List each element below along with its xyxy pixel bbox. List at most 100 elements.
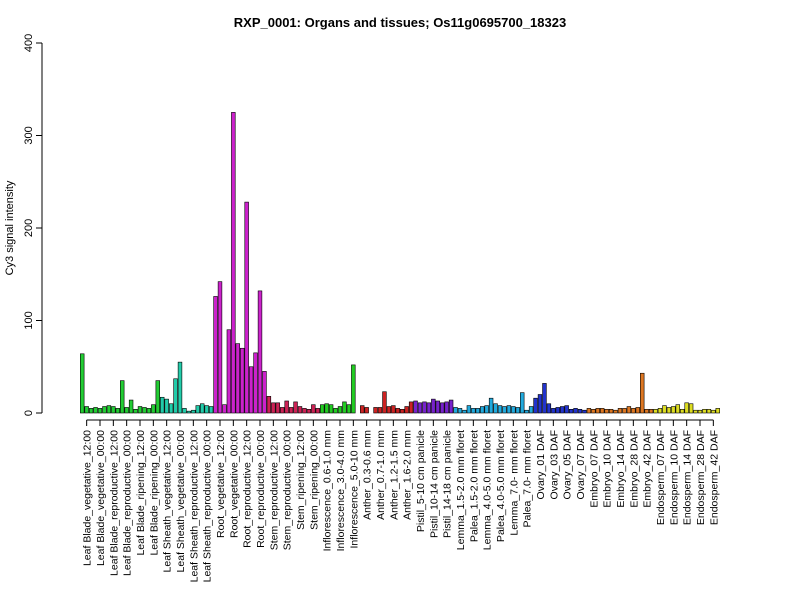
bar xyxy=(444,401,449,414)
bar xyxy=(284,400,289,414)
bar xyxy=(213,296,218,414)
bar xyxy=(177,361,183,414)
bar xyxy=(391,405,396,414)
bar xyxy=(106,405,112,414)
bar xyxy=(537,394,543,414)
bar xyxy=(502,406,507,414)
y-tick-label: 100 xyxy=(23,311,35,329)
bar xyxy=(448,399,454,414)
bar xyxy=(173,378,178,414)
x-tick-label: Anther_1.2-1.5 mm xyxy=(388,430,400,520)
bar xyxy=(315,408,320,414)
bar xyxy=(115,408,120,414)
x-tick-label: Leaf Blade_ripening_00:00 xyxy=(148,430,160,556)
bar xyxy=(377,407,383,414)
y-tick-label: 400 xyxy=(23,34,35,52)
x-tick-label: Anther_1.6-2.0 mm xyxy=(402,430,414,520)
bar xyxy=(80,353,85,414)
bar xyxy=(342,401,347,414)
x-tick-label: Embryo_07 DAF xyxy=(588,430,600,508)
x-tick-label: Ovary_07 DAF xyxy=(575,430,587,499)
bar xyxy=(600,408,605,414)
bar xyxy=(666,407,672,414)
x-tick-label: Root_vegetative_12:00 xyxy=(215,430,227,538)
bar xyxy=(395,408,400,414)
x-tick-label: Root_reproductive_12:00 xyxy=(242,430,254,548)
bar xyxy=(84,406,89,414)
bar xyxy=(617,408,623,414)
bar xyxy=(702,408,707,414)
bar xyxy=(337,406,343,414)
x-tick-label: Embryo_28 DAF xyxy=(628,430,640,508)
bar xyxy=(111,406,116,414)
bar xyxy=(586,408,592,414)
x-tick-label: Palea_4.0-5.0 mm floret xyxy=(495,430,507,542)
bar xyxy=(240,347,245,414)
bars-group xyxy=(80,112,720,414)
x-tick-label: Ovary_05 DAF xyxy=(562,430,574,499)
bar xyxy=(675,404,680,414)
bar xyxy=(515,407,520,414)
bar xyxy=(595,408,600,414)
bar xyxy=(422,401,427,414)
bar xyxy=(293,401,298,414)
bar xyxy=(706,408,712,414)
bar xyxy=(191,409,196,414)
bar xyxy=(471,408,476,414)
bar xyxy=(582,409,587,414)
x-tick-label: Palea_1.5-2.0 mm floret xyxy=(468,430,480,542)
bar xyxy=(542,383,547,414)
bar xyxy=(226,329,232,414)
bar xyxy=(480,406,485,414)
bar xyxy=(306,408,312,414)
bar xyxy=(497,405,503,414)
bar xyxy=(697,409,703,414)
x-tick-label: Leaf Blade_ripening_12:00 xyxy=(135,430,147,556)
bar xyxy=(426,402,432,414)
x-tick-label: Leaf Sheath_vegetative_12:00 xyxy=(162,430,174,573)
bar xyxy=(151,404,156,414)
bar xyxy=(382,391,387,414)
x-tick-label: Stem_ripening_00:00 xyxy=(308,430,320,530)
bar xyxy=(262,371,267,414)
bar xyxy=(693,409,698,414)
bar xyxy=(648,408,654,414)
x-tick-label: Pistil_5-10 cm panicle xyxy=(415,430,427,532)
bar xyxy=(133,408,138,414)
bar xyxy=(488,397,494,414)
bar xyxy=(222,404,227,414)
bar xyxy=(408,401,414,414)
x-tick-label: Ovary_03 DAF xyxy=(548,430,560,499)
bar xyxy=(346,404,352,414)
bar xyxy=(564,405,569,414)
bar xyxy=(208,406,214,414)
y-axis: 0 100 200 300 400 xyxy=(23,34,43,416)
bar xyxy=(328,404,334,414)
bar xyxy=(373,407,378,414)
bar xyxy=(137,406,143,414)
x-tick-label: Endosperm_42 DAF xyxy=(708,430,720,525)
bar xyxy=(204,405,209,414)
bar xyxy=(555,407,560,414)
x-tick-label: Leaf Sheath_reproductive_00:00 xyxy=(202,430,214,583)
bar xyxy=(186,410,192,414)
x-tick-label: Endosperm_14 DAF xyxy=(682,430,694,525)
bar xyxy=(657,408,663,414)
bar xyxy=(551,408,556,414)
bar xyxy=(431,398,436,414)
x-tick-label: Leaf Blade_vegetative_12:00 xyxy=(82,430,94,566)
x-tick-label: Endosperm_07 DAF xyxy=(655,430,667,525)
bar xyxy=(413,400,418,414)
bar xyxy=(626,406,632,414)
bar xyxy=(560,406,565,414)
bar xyxy=(195,405,200,414)
bar xyxy=(711,409,716,414)
bar xyxy=(364,407,369,414)
bar xyxy=(453,407,458,414)
bar xyxy=(573,408,578,414)
bar xyxy=(124,407,129,414)
bar xyxy=(360,405,365,414)
x-tick-label: Stem_reproductive_00:00 xyxy=(282,430,294,550)
